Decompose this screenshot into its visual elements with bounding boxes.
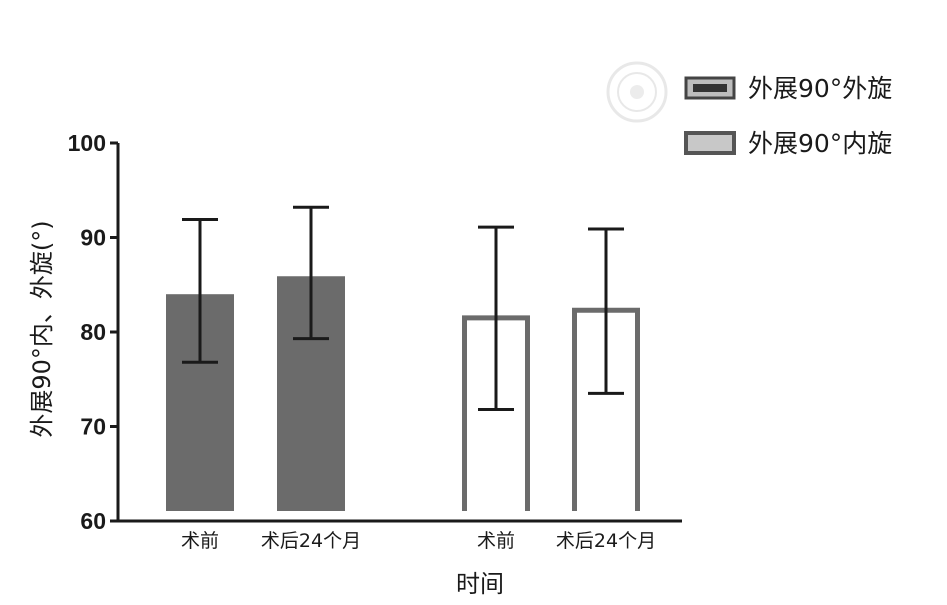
y-tick-label: 90 [80,225,106,251]
bars [166,276,640,511]
x-category-label: 术前 [181,530,219,552]
y-tick-label: 60 [80,508,106,534]
y-tick-label: 80 [80,319,106,345]
legend-swatch-filled-inner [693,84,727,92]
x-category-label: 术前 [477,530,515,552]
legend-label-0: 外展90°外旋 [748,74,892,103]
error-bars [182,205,624,411]
x-category-label: 术后24个月 [261,530,361,552]
legend-label-1: 外展90°内旋 [748,129,892,158]
watermark-seal-icon [606,61,668,123]
legend: 外展90°外旋 外展90°内旋 [684,74,892,158]
x-category-label: 术后24个月 [556,530,656,552]
y-tick-label: 70 [80,414,106,440]
x-axis-title: 时间 [456,570,504,598]
y-tick-label: 100 [68,130,106,156]
y-axis-ticks: 60 70 80 90 100 [68,130,118,534]
x-axis-category-labels: 术前 术后24个月 术前 术后24个月 [181,530,656,552]
legend-swatch-outline [684,131,736,155]
y-axis-title: 外展90°内、外旋(°) [28,220,56,437]
